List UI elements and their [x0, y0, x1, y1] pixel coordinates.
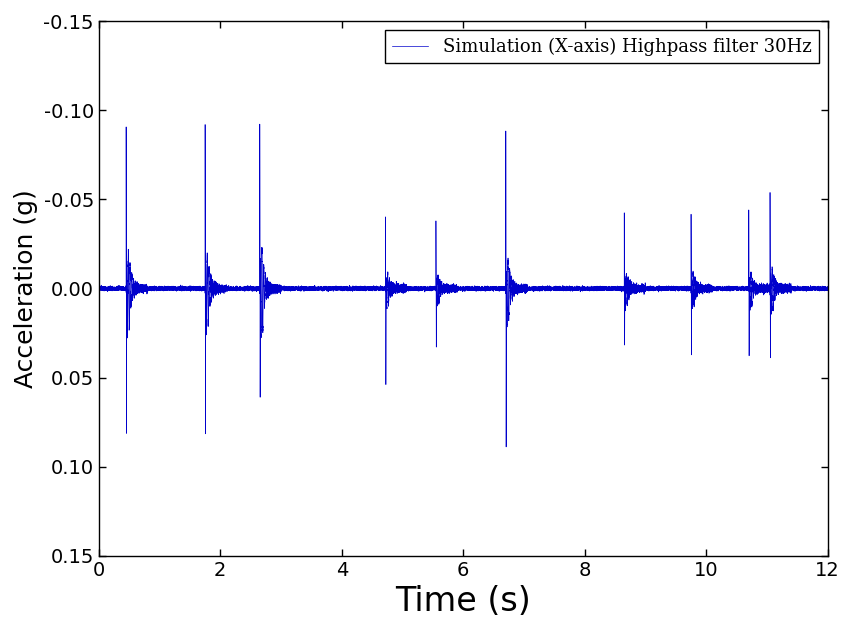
Simulation (X-axis) Highpass filter 30Hz	[588, 285, 598, 293]
Simulation (X-axis) Highpass filter 30Hz	[636, 283, 647, 290]
X-axis label: Time (s): Time (s)	[395, 585, 531, 618]
Line: Simulation (X-axis) Highpass filter 30Hz: Simulation (X-axis) Highpass filter 30Hz	[99, 124, 827, 447]
Simulation (X-axis) Highpass filter 30Hz	[94, 284, 104, 291]
Simulation (X-axis) Highpass filter 30Hz	[425, 285, 435, 293]
Simulation (X-axis) Highpass filter 30Hz	[821, 285, 832, 293]
Simulation (X-axis) Highpass filter 30Hz	[609, 285, 619, 293]
Y-axis label: Acceleration (g): Acceleration (g)	[14, 189, 38, 388]
Simulation (X-axis) Highpass filter 30Hz	[711, 284, 721, 291]
Simulation (X-axis) Highpass filter 30Hz	[717, 286, 728, 294]
Simulation (X-axis) Highpass filter 30Hz	[501, 443, 511, 451]
Legend: Simulation (X-axis) Highpass filter 30Hz: Simulation (X-axis) Highpass filter 30Hz	[385, 30, 818, 63]
Simulation (X-axis) Highpass filter 30Hz	[254, 120, 264, 128]
